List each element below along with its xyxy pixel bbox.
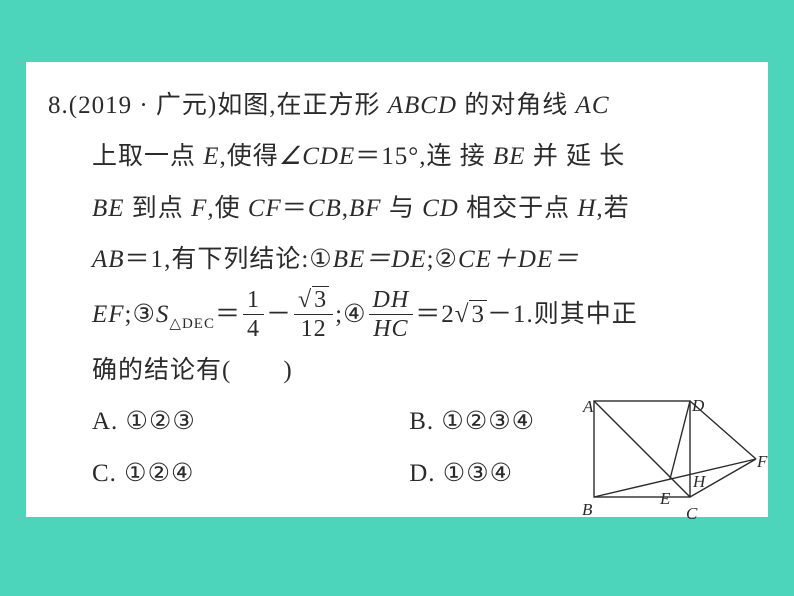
t14: 确的结论有( ) xyxy=(92,357,293,384)
CD: CD xyxy=(422,195,459,222)
circ2: ② xyxy=(435,234,458,285)
numsqrt: √3 xyxy=(294,288,333,315)
line-1: 8.(2019 · 广元)如图,在正方形 ABCD 的对角线 AC xyxy=(48,80,746,131)
subdec: △DEC xyxy=(169,316,215,332)
sc1: ; xyxy=(427,246,435,273)
t7: 到点 xyxy=(125,195,192,222)
BE2: BE xyxy=(92,195,125,222)
den4: 4 xyxy=(243,315,264,341)
t2: 的对角线 xyxy=(457,92,576,119)
t10: 相交于点 xyxy=(459,195,578,222)
BF: BF xyxy=(349,195,382,222)
frac-dh-hc: DHHC xyxy=(369,288,414,341)
ac: AC xyxy=(576,92,610,119)
frac-1-4: 14 xyxy=(243,288,264,341)
AB: AB xyxy=(92,246,125,273)
DH: DH xyxy=(369,288,414,315)
bede: BE＝DE xyxy=(333,246,427,273)
E: E xyxy=(203,143,219,170)
t6: 并 延 长 xyxy=(526,143,626,170)
label-A: A xyxy=(583,390,594,425)
den12: 12 xyxy=(294,315,333,341)
label-B: B xyxy=(582,493,593,528)
sqrt3b: √3 xyxy=(455,285,487,345)
label-H: H xyxy=(693,465,706,500)
S: S xyxy=(156,301,170,328)
c: , xyxy=(342,195,349,222)
sc2: ; xyxy=(125,301,133,328)
circ3: ③ xyxy=(133,285,156,345)
r3: 3 xyxy=(312,286,329,313)
eq: ＝ xyxy=(282,195,308,222)
t9: 与 xyxy=(382,195,423,222)
label-C: C xyxy=(686,497,698,532)
ang: ∠CDE xyxy=(279,143,355,170)
eq2: ＝2 xyxy=(415,301,455,328)
abcd: ABCD xyxy=(388,92,457,119)
t4: ,使得 xyxy=(220,143,279,170)
t11: ,若 xyxy=(596,195,629,222)
circ4: ④ xyxy=(343,285,366,345)
minus: － xyxy=(266,301,292,328)
HC: HC xyxy=(369,315,414,341)
problem-card: 8.(2019 · 广元)如图,在正方形 ABCD 的对角线 AC 上取一点 E… xyxy=(26,62,768,517)
eq1: ＝1 xyxy=(125,246,165,273)
t3: 上取一点 xyxy=(92,143,203,170)
line-4: AB＝1,有下列结论:①BE＝DE;②CE＋DE＝ xyxy=(48,234,746,285)
cede: CE＋DE＝ xyxy=(458,246,579,273)
option-d[interactable]: D. ①③④ xyxy=(409,448,513,499)
option-b[interactable]: B. ①②③④ xyxy=(409,396,535,447)
CF: CF xyxy=(248,195,282,222)
label-F: F xyxy=(757,445,768,480)
t12: ,有下列结论: xyxy=(164,246,309,273)
F: F xyxy=(191,195,207,222)
EF: EF xyxy=(92,301,125,328)
circ1: ① xyxy=(309,234,332,285)
t1: 如图,在正方形 xyxy=(217,92,388,119)
CB: CB xyxy=(308,195,342,222)
t13: 则其中正 xyxy=(534,301,638,328)
num1: 1 xyxy=(243,288,264,315)
problem-source: (2019 · 广元) xyxy=(69,92,217,119)
label-D: D xyxy=(692,389,705,424)
minus1: －1. xyxy=(487,301,534,328)
line-3: BE 到点 F,使 CF＝CB,BF 与 CD 相交于点 H,若 xyxy=(48,183,746,234)
geometry-diagram: A D B C E H F xyxy=(576,387,768,517)
BE: BE xyxy=(493,143,526,170)
eqs: ＝ xyxy=(215,301,241,328)
sc3: ; xyxy=(335,301,343,328)
label-E: E xyxy=(660,482,671,517)
eq15: ＝15° xyxy=(355,143,419,170)
option-a[interactable]: A. ①②③ xyxy=(92,396,402,447)
option-c[interactable]: C. ①②④ xyxy=(92,448,402,499)
problem-number: 8. xyxy=(48,92,69,119)
t5: ,连 接 xyxy=(419,143,493,170)
t8: ,使 xyxy=(207,195,248,222)
H: H xyxy=(577,195,596,222)
line-2: 上取一点 E,使得∠CDE＝15°,连 接 BE 并 延 长 xyxy=(48,131,746,182)
frac-sqrt3-12: √312 xyxy=(294,288,333,341)
r3b: 3 xyxy=(469,300,487,328)
line-5: EF;③S△DEC＝14－√312;④DHHC＝2√3－1.则其中正 xyxy=(48,285,746,345)
